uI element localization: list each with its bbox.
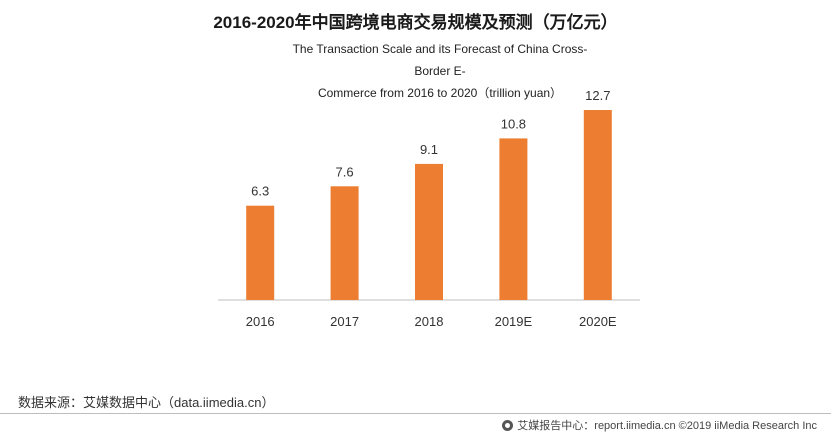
bar-2018 <box>415 163 443 300</box>
bar-2020E <box>583 110 612 300</box>
chart-subtitle-line-2: Commerce from 2016 to 2020（trillion yuan… <box>317 86 563 100</box>
value-label-2018: 9.1 <box>420 142 438 157</box>
data-source-note: 数据来源：艾媒数据中心（data.iimedia.cn） <box>18 395 275 410</box>
bar-2017 <box>330 186 359 300</box>
value-label-2020E: 12.7 <box>585 88 610 103</box>
footer-divider <box>0 413 831 414</box>
category-label-2020E: 2020E <box>579 314 617 329</box>
footer-text: 艾媒报告中心：report.iimedia.cn ©2019 iiMedia R… <box>517 420 817 432</box>
value-label-2019E: 10.8 <box>501 116 526 131</box>
value-label-2017: 7.6 <box>336 164 354 179</box>
chart-subtitle-line-1: The Transaction Scale and its Forecast o… <box>292 42 588 78</box>
value-label-2016: 6.3 <box>251 184 269 199</box>
category-label-2016: 2016 <box>246 314 275 329</box>
bar-2016 <box>246 205 275 300</box>
bar-2019E <box>499 138 528 300</box>
chart-subtitle: The Transaction Scale and its Forecast o… <box>290 38 590 104</box>
chart-title: 2016-2020年中国跨境电商交易规模及预测（万亿元） <box>213 13 618 32</box>
bar-chart: 6.3 2016 7.6 2017 9.1 2018 10.8 2019E 12.7 2020E <box>218 88 640 329</box>
footer-credit: 艾媒报告中心：report.iimedia.cn ©2019 iiMedia R… <box>502 417 817 433</box>
iimedia-logo-icon <box>502 419 514 431</box>
category-label-2019E: 2019E <box>495 314 533 329</box>
category-label-2017: 2017 <box>330 314 359 329</box>
category-label-2018: 2018 <box>415 314 444 329</box>
